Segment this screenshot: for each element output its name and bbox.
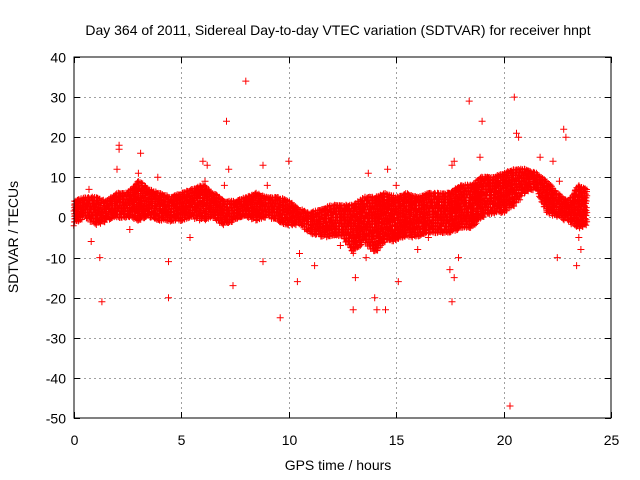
y-tick-label: 40 — [50, 50, 66, 66]
chart-title: Day 364 of 2011, Sidereal Day-to-day VTE… — [85, 22, 590, 38]
data-point — [78, 216, 85, 223]
x-axis-label: GPS time / hours — [285, 457, 392, 473]
x-tick-label: 20 — [497, 432, 513, 448]
y-axis-label: SDTVAR / TECUs — [5, 181, 21, 293]
y-tick-label: -50 — [46, 411, 66, 427]
y-tick-label: 0 — [58, 210, 66, 226]
y-tick-label: -10 — [46, 251, 66, 267]
axis-ticks: -50 -40 -30 -20 -10 0 10 20 30 40 0 5 10 15 20 25 — [46, 50, 620, 449]
data-point — [225, 220, 232, 226]
x-tick-label: 15 — [389, 432, 405, 448]
x-tick-label: 5 — [178, 432, 186, 448]
y-tick-label: -20 — [46, 291, 66, 307]
data-point — [137, 216, 144, 223]
data-point — [281, 196, 288, 203]
x-tick-label: 10 — [282, 432, 298, 448]
y-tick-label: 30 — [50, 90, 66, 106]
data-point — [76, 217, 83, 224]
x-tick-label: 0 — [71, 432, 79, 448]
y-tick-label: -40 — [46, 371, 66, 387]
x-tick-label: 25 — [604, 432, 620, 448]
data-points — [70, 165, 591, 257]
data-point — [98, 205, 105, 212]
y-tick-label: 20 — [50, 130, 66, 146]
y-tick-label: 10 — [50, 170, 66, 186]
y-tick-label: -30 — [46, 331, 66, 347]
